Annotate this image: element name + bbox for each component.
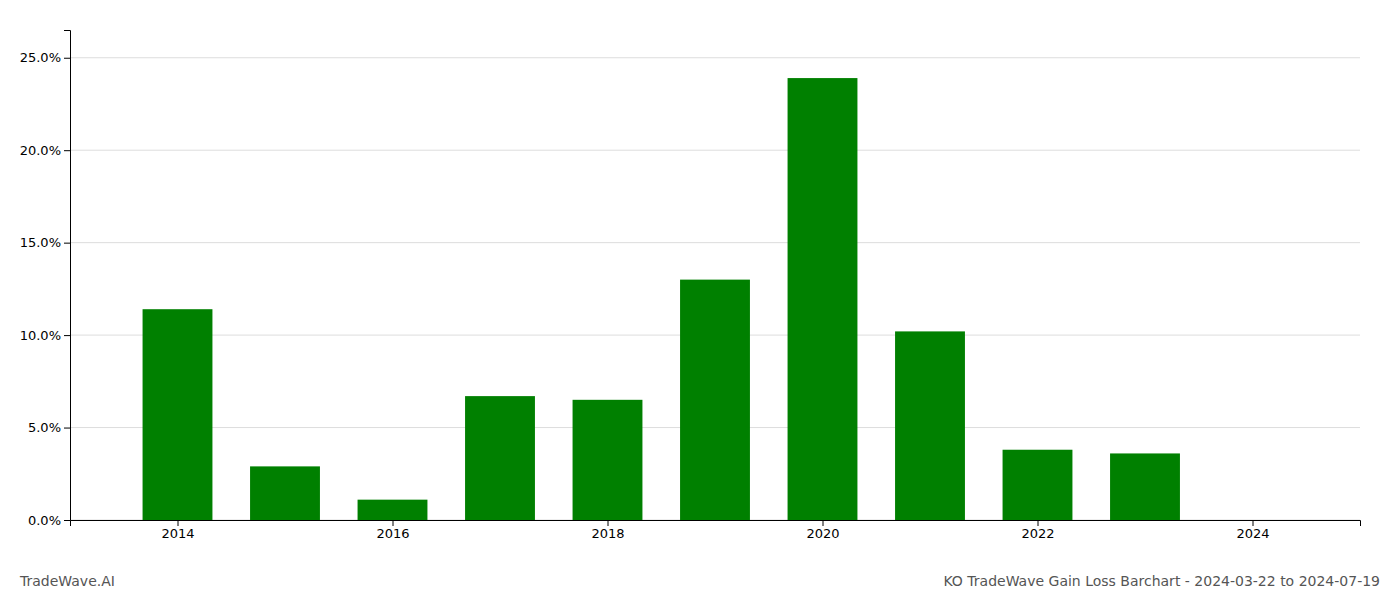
bar (573, 400, 643, 520)
x-tick-mark (608, 520, 609, 526)
y-tick-mark (64, 243, 70, 244)
x-tick: 2020 (806, 520, 839, 541)
y-tick-mark (64, 335, 70, 336)
grid-line (70, 242, 1360, 243)
bar (1003, 450, 1073, 520)
x-axis: 2014 2016 2018 2020 2022 2024 (71, 520, 1361, 541)
y-tick-mark (64, 428, 70, 429)
bar (465, 396, 535, 520)
bar (358, 500, 428, 520)
x-tick-label: 2018 (591, 526, 624, 541)
y-axis: 0.0% 5.0% 10.0% 15.0% 20.0% 25.0% (20, 31, 71, 528)
x-tick-label: 2024 (1236, 526, 1269, 541)
grid-line (70, 150, 1360, 151)
x-tick: 2016 (376, 520, 409, 541)
y-tick: 5.0% (28, 420, 70, 435)
plot: 2014 2016 2018 2020 2022 2024 0.0% 5.0% 10.0% 15.… (20, 31, 1361, 542)
title: KO TradeWave Gain Loss Barchart - 2024-0… (943, 573, 1380, 589)
y-tick-mark (64, 520, 70, 521)
y-tick-label: 0.0% (28, 513, 61, 528)
y-axis-line (64, 31, 71, 521)
y-tick-label: 5.0% (28, 420, 61, 435)
watermark: TradeWave.AI (19, 573, 115, 589)
y-tick-label: 20.0% (20, 143, 61, 158)
y-tick-label: 15.0% (20, 235, 61, 250)
bar (788, 78, 858, 520)
x-tick-mark (823, 520, 824, 526)
bar (1110, 453, 1180, 520)
x-tick: 2018 (591, 520, 624, 541)
y-tick-mark (64, 150, 70, 151)
y-tick: 0.0% (28, 513, 70, 528)
x-tick-label: 2016 (376, 526, 409, 541)
bar (250, 466, 320, 520)
y-tick: 25.0% (20, 50, 70, 65)
x-tick-mark (393, 520, 394, 526)
y-tick: 10.0% (20, 328, 70, 343)
x-tick-mark (1253, 520, 1254, 526)
y-tick-label: 10.0% (20, 328, 61, 343)
y-tick: 20.0% (20, 143, 70, 158)
x-tick-label: 2022 (1021, 526, 1054, 541)
chart: 2014 2016 2018 2020 2022 2024 0.0% 5.0% 10.0% 15.… (0, 0, 1400, 600)
y-tick-mark (64, 58, 70, 59)
y-tick-label: 25.0% (20, 50, 61, 65)
bar (680, 280, 750, 520)
x-tick-label: 2020 (806, 526, 839, 541)
bars (143, 78, 1180, 520)
x-tick: 2024 (1236, 520, 1269, 541)
x-tick-mark (1038, 520, 1039, 526)
y-tick: 15.0% (20, 235, 70, 250)
bar (143, 309, 213, 520)
bar (895, 331, 965, 520)
grid (70, 58, 1360, 520)
x-tick: 2022 (1021, 520, 1054, 541)
x-tick: 2014 (161, 520, 194, 541)
x-tick-label: 2014 (161, 526, 194, 541)
grid-line (70, 57, 1360, 58)
x-axis-line (71, 521, 1361, 527)
x-tick-mark (178, 520, 179, 526)
